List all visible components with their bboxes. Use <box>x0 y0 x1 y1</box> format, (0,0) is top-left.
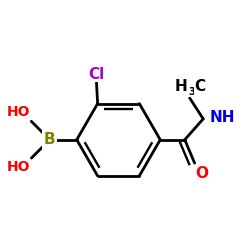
Text: HO: HO <box>6 105 30 119</box>
Text: Cl: Cl <box>88 66 104 82</box>
Text: 3: 3 <box>189 86 196 97</box>
Text: B: B <box>44 132 56 147</box>
Text: H: H <box>174 79 187 94</box>
Text: HO: HO <box>6 160 30 174</box>
Text: C: C <box>194 79 205 94</box>
Text: NH: NH <box>209 110 235 125</box>
Text: O: O <box>196 166 208 180</box>
